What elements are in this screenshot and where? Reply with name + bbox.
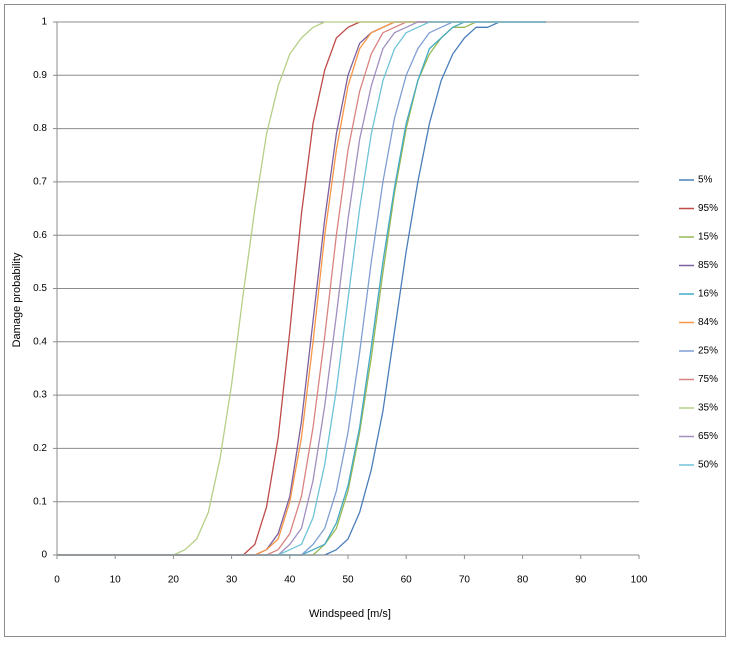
legend-label: 5%: [698, 175, 713, 186]
y-tick-label: 0.9: [33, 70, 47, 81]
legend-label: 35%: [698, 403, 718, 414]
chart-frame: [4, 4, 726, 637]
y-tick-label: 0.7: [33, 177, 47, 188]
y-tick-label: 0.5: [33, 283, 47, 294]
legend-label: 95%: [698, 203, 718, 214]
x-tick-label: 80: [517, 575, 529, 586]
legend-label: 85%: [698, 260, 718, 271]
legend-label: 84%: [698, 317, 718, 328]
y-tick-label: 0.3: [33, 390, 47, 401]
x-tick-label: 40: [284, 575, 296, 586]
y-tick-label: 0.8: [33, 123, 47, 134]
x-tick-label: 70: [459, 575, 471, 586]
x-tick-label: 10: [110, 575, 122, 586]
y-tick-label: 1: [41, 17, 47, 28]
x-tick-label: 50: [342, 575, 354, 586]
x-tick-label: 60: [401, 575, 413, 586]
y-tick-label: 0: [41, 550, 47, 561]
legend-label: 25%: [698, 346, 718, 357]
legend-label: 65%: [698, 431, 718, 442]
x-tick-label: 20: [168, 575, 180, 586]
x-tick-label: 100: [631, 575, 648, 586]
y-tick-label: 0.6: [33, 230, 47, 241]
x-tick-label: 0: [54, 575, 60, 586]
legend-label: 75%: [698, 374, 718, 385]
x-axis-title: Windspeed [m/s]: [309, 608, 391, 620]
legend-label: 16%: [698, 289, 718, 300]
y-axis-title: Damage probability: [11, 252, 23, 347]
legend-label: 50%: [698, 460, 718, 471]
legend-label: 15%: [698, 232, 718, 243]
y-tick-label: 0.4: [33, 336, 47, 347]
y-tick-label: 0.2: [33, 443, 47, 454]
x-tick-label: 30: [226, 575, 238, 586]
x-tick-label: 90: [575, 575, 587, 586]
y-tick-label: 0.1: [33, 496, 47, 507]
